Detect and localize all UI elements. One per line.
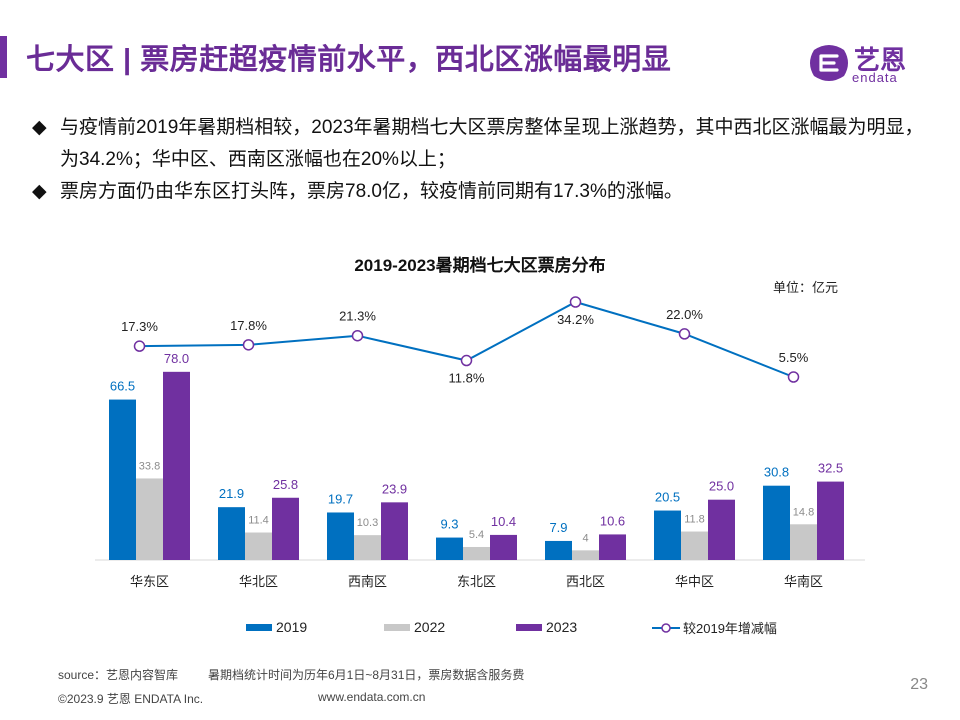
bullet-text: 票房方面仍由华东区打头阵，票房78.0亿，较疫情前同期有17.3%的涨幅。 — [60, 181, 683, 202]
endata-logo: 艺恩 endata — [808, 40, 938, 86]
footer-source: source：艺恩内容智库 — [58, 668, 179, 682]
legend-swatch — [384, 624, 410, 631]
bar-2019-华中区 — [654, 510, 681, 560]
chart-legend: 2019 2022 2023 较2019年增减幅 — [246, 619, 777, 636]
bar-2019-东北区 — [436, 537, 463, 560]
diamond-bullet-icon: ◆ — [32, 181, 47, 202]
legend-label: 2019 — [276, 619, 307, 635]
bar-value-label: 25.8 — [273, 477, 298, 492]
legend-label: 较2019年增减幅 — [683, 621, 777, 636]
bar-2023-东北区 — [490, 534, 517, 560]
footer-url: www.endata.com.cn — [318, 690, 426, 704]
logo-english-text: endata — [852, 70, 898, 85]
page-number: 23 — [910, 676, 928, 693]
bar-2023-华南区 — [817, 481, 844, 560]
growth-point — [460, 354, 473, 367]
growth-value-label: 17.8% — [230, 318, 267, 333]
bar-value-label: 32.5 — [818, 461, 843, 476]
growth-point — [569, 296, 582, 308]
category-label: 西南区 — [348, 574, 387, 589]
bar-value-label: 10.6 — [600, 513, 625, 528]
chart-unit-label: 单位：亿元 — [773, 280, 838, 295]
bar-2023-华中区 — [708, 499, 735, 560]
growth-point — [242, 339, 255, 351]
bar-2019-西南区 — [327, 512, 354, 560]
bar-2022-华东区 — [136, 478, 163, 560]
bar-value-label: 21.9 — [219, 486, 244, 501]
growth-value-label: 5.5% — [779, 350, 809, 365]
category-label: 华北区 — [239, 574, 278, 589]
legend-label: 2022 — [414, 619, 445, 635]
bar-value-label: 10.4 — [491, 514, 516, 529]
growth-point — [351, 329, 364, 342]
bar-2023-西北区 — [599, 534, 626, 560]
bar-value-label: 11.8 — [684, 514, 705, 526]
bullet-item: ◆ 票房方面仍由华东区打头阵，票房78.0亿，较疫情前同期有17.3%的涨幅。 — [32, 176, 932, 208]
bar-2023-华东区 — [163, 371, 190, 560]
bar-2022-华南区 — [790, 524, 817, 560]
bar-value-label: 19.7 — [328, 491, 353, 506]
legend-swatch — [246, 624, 272, 631]
growth-value-label: 34.2% — [557, 312, 594, 327]
bar-value-label: 11.4 — [248, 514, 269, 526]
category-label: 华东区 — [130, 574, 169, 589]
category-label: 华中区 — [675, 574, 714, 589]
bar-value-label: 7.9 — [549, 520, 567, 535]
growth-point — [133, 340, 146, 352]
diamond-bullet-icon: ◆ — [32, 117, 47, 138]
footer-copyright: ©2023.9 艺恩 ENDATA Inc. — [58, 692, 204, 706]
growth-line-group: 17.3% 17.8% 21.3% 11.8% 34.2% 22.0% 5.5% — [121, 296, 809, 386]
page-title: 七大区 | 票房赶超疫情前水平，西北区涨幅最明显 — [26, 44, 672, 76]
category-label: 西北区 — [566, 574, 605, 589]
bar-value-label: 23.9 — [382, 481, 407, 496]
bar-2019-西北区 — [545, 540, 572, 560]
legend-swatch — [516, 624, 542, 631]
bar-value-label: 66.5 — [110, 379, 135, 394]
bar-value-label: 4 — [582, 532, 588, 544]
footer-note: 暑期档统计时间为历年6月1日~8月31日，票房数据含服务费 — [208, 668, 525, 682]
bar-2022-西北区 — [572, 550, 599, 560]
bar-2022-华北区 — [245, 532, 272, 560]
bar-value-label: 14.8 — [793, 506, 814, 518]
bar-value-label: 33.8 — [139, 460, 160, 472]
bar-2019-华东区 — [109, 399, 136, 560]
bar-2022-东北区 — [463, 546, 490, 560]
legend-label: 2023 — [546, 619, 577, 635]
growth-value-label: 22.0% — [666, 307, 703, 322]
category-label: 东北区 — [457, 574, 496, 589]
endata-logo-icon — [810, 45, 848, 81]
bar-2022-西南区 — [354, 535, 381, 560]
chart-title: 2019-2023暑期档七大区票房分布 — [354, 255, 605, 275]
bar-2022-华中区 — [681, 531, 708, 560]
growth-value-label: 21.3% — [339, 309, 376, 324]
growth-value-label: 11.8% — [449, 371, 485, 386]
legend-marker — [661, 623, 671, 633]
bullet-item: ◆ 与疫情前2019年暑期档相较，2023年暑期档七大区票房整体呈现上涨趋势，其… — [32, 112, 932, 176]
title-accent-bar — [0, 36, 7, 78]
bar-value-label: 20.5 — [655, 490, 680, 505]
bar-2023-华北区 — [272, 497, 299, 560]
bar-value-label: 10.3 — [357, 517, 378, 529]
bar-2019-华南区 — [763, 485, 790, 560]
growth-point — [787, 371, 800, 383]
bar-value-label: 25.0 — [709, 479, 734, 494]
summary-bullets: ◆ 与疫情前2019年暑期档相较，2023年暑期档七大区票房整体呈现上涨趋势，其… — [32, 112, 932, 208]
bullet-text: 与疫情前2019年暑期档相较，2023年暑期档七大区票房整体呈现上涨趋势，其中西… — [60, 117, 924, 170]
bar-2023-西南区 — [381, 502, 408, 560]
category-label: 华南区 — [784, 574, 823, 589]
growth-point — [678, 328, 691, 340]
bar-value-label: 9.3 — [440, 517, 458, 532]
bar-value-label: 5.4 — [469, 529, 484, 541]
growth-value-label: 17.3% — [121, 319, 158, 334]
bar-value-label: 78.0 — [164, 351, 189, 366]
bar-2019-华北区 — [218, 507, 245, 560]
bar-value-label: 30.8 — [764, 465, 789, 480]
logo-chinese-text: 艺恩 — [854, 45, 907, 75]
bar-group: 66.5 33.8 78.0 华东区 21.9 11.4 25.8 华北区 19.7 10.3 23… — [109, 351, 844, 589]
